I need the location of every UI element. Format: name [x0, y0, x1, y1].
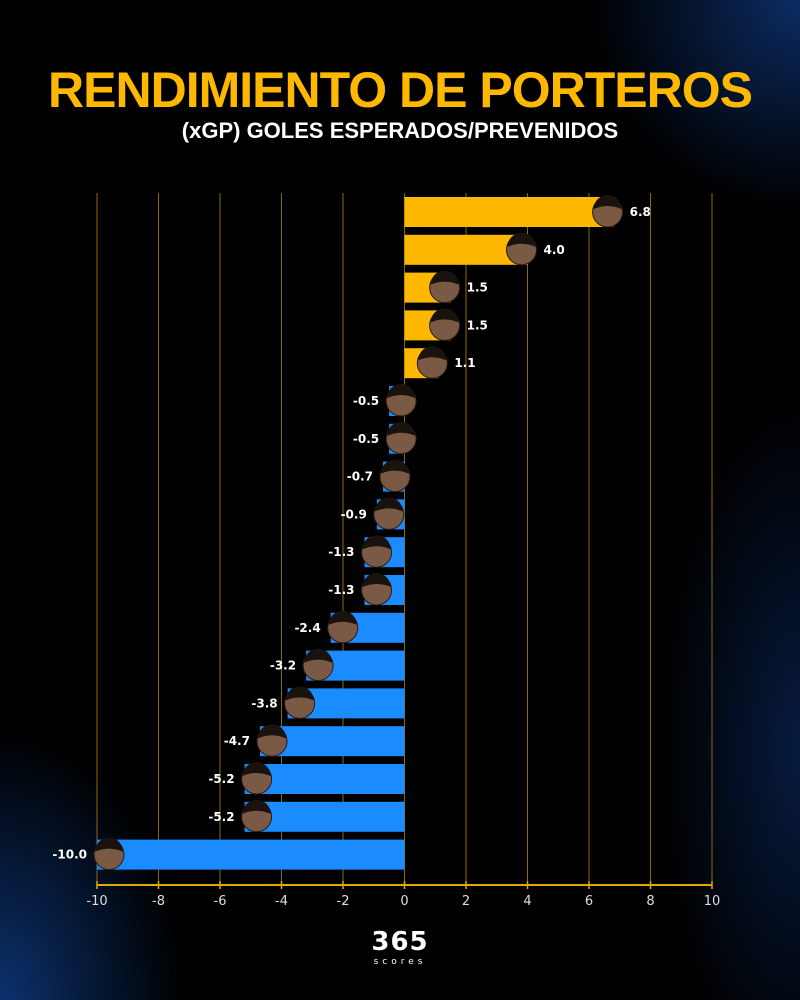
data-label: 6.8: [630, 205, 651, 219]
data-label: 1.1: [454, 356, 475, 370]
data-label: -5.2: [208, 772, 234, 786]
data-label: -0.5: [353, 394, 379, 408]
player-hair-icon: [380, 459, 409, 474]
x-tick-label: 0: [400, 894, 408, 909]
data-label: 1.5: [467, 281, 488, 295]
x-tick-label: 10: [704, 894, 721, 909]
x-tick-label: -2: [337, 894, 350, 909]
player-hair-icon: [362, 535, 391, 550]
player-hair-icon: [95, 837, 123, 852]
x-tick-label: 4: [523, 894, 531, 909]
player-hair-icon: [304, 648, 333, 663]
data-label: -3.8: [251, 696, 277, 710]
logo-number: 365: [371, 927, 429, 957]
bar: [97, 839, 405, 870]
x-tick-label: -10: [86, 894, 107, 909]
player-hair-icon: [593, 195, 622, 209]
player-hair-icon: [242, 762, 271, 776]
chart-title: RENDIMIENTO DE PORTEROS: [48, 62, 753, 118]
brand-logo: 365 scores: [360, 928, 440, 968]
logo-text: scores: [373, 957, 427, 967]
data-label: -1.3: [328, 583, 354, 597]
x-tick-label: 6: [585, 894, 593, 909]
data-label: -4.7: [224, 734, 250, 748]
data-label: -0.9: [341, 507, 367, 521]
x-tick-label: 2: [462, 894, 470, 909]
player-hair-icon: [387, 384, 416, 398]
data-label: -10.0: [52, 848, 87, 862]
x-tick-label: -4: [275, 894, 288, 909]
data-label: -0.5: [353, 432, 379, 446]
player-hair-icon: [430, 308, 459, 323]
player-hair-icon: [257, 724, 286, 739]
player-hair-icon: [242, 799, 271, 814]
x-tick-label: 8: [646, 894, 654, 909]
player-hair-icon: [507, 232, 536, 247]
data-label: -3.2: [270, 659, 296, 673]
data-label: -2.4: [294, 621, 320, 635]
data-label: -1.3: [328, 545, 354, 559]
data-label: -5.2: [208, 810, 234, 824]
player-hair-icon: [374, 497, 403, 512]
chart-subtitle: (xGP) GOLES ESPERADOS/PREVENIDOS: [181, 118, 619, 143]
x-tick-label: -6: [214, 894, 227, 909]
player-hair-icon: [387, 421, 416, 436]
x-tick-label: -8: [152, 894, 165, 909]
data-label: 1.5: [467, 318, 488, 332]
player-hair-icon: [328, 610, 357, 625]
player-hair-icon: [430, 270, 459, 285]
bar: [404, 197, 614, 227]
player-hair-icon: [285, 686, 314, 701]
player-hair-icon: [362, 573, 391, 587]
data-label: 4.0: [544, 243, 565, 257]
data-label: -0.7: [347, 470, 373, 484]
player-hair-icon: [418, 346, 447, 361]
